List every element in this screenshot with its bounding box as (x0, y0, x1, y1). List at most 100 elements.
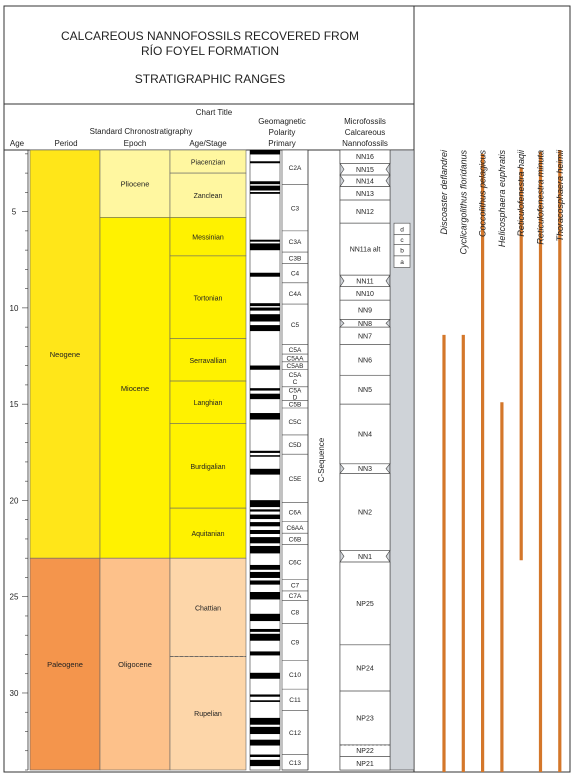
polarity-stripe (250, 628, 280, 632)
geomag-header-2: Polarity (269, 128, 296, 137)
nanno-label-nn4: NN4 (358, 432, 372, 439)
title-line-2: RÍO FOYEL FORMATION (141, 43, 279, 58)
nanno-label-nn3: NN3 (358, 466, 372, 473)
nanno-label-nn6: NN6 (358, 357, 372, 364)
nanno-label-np21: NP21 (356, 761, 374, 768)
stage-label-aquitanian: Aquitanian (191, 531, 224, 538)
epoch-header: Epoch (124, 139, 147, 148)
chron-label-c5d: C5D (288, 442, 301, 449)
epoch-oligocene (99, 557, 171, 771)
taxon-label-discoaster-deflandrei: Discoaster deflandrei (439, 149, 449, 235)
chron-label-c7: C7 (291, 583, 300, 590)
nanno-label-nn9: NN9 (358, 307, 372, 314)
title-line-1: CALCAREOUS NANNOFOSSILS RECOVERED FROM (61, 29, 359, 43)
polarity-stripe (250, 161, 280, 164)
chron-label-c3: C3 (291, 205, 300, 212)
nanno-label-nn11: NN11 (356, 278, 373, 285)
polarity-stripe (250, 672, 280, 679)
epoch-label-miocene: Miocene (121, 384, 149, 393)
chron-label-c5b: C5B (289, 402, 302, 409)
age-tick-label-25: 25 (10, 593, 19, 602)
stage-label-zanclean: Zanclean (194, 193, 223, 200)
nanno-label-nn2: NN2 (358, 509, 372, 516)
polarity-stripe (250, 759, 280, 767)
polarity-stripe (250, 545, 280, 554)
chron-label-c5aa: C5AA (287, 355, 305, 362)
nanno-label-nn12: NN12 (356, 209, 374, 216)
polarity-stripe (250, 571, 280, 578)
polarity-stripe (250, 307, 280, 311)
nanno-zone-nn4 (339, 403, 391, 465)
epoch-column: Pliocene Miocene Oligocene (99, 149, 171, 771)
chron-label-c5: C5 (291, 322, 300, 329)
polarity-stripe (250, 700, 280, 702)
polarity-stripe (250, 580, 280, 585)
age-tick-label-5: 5 (12, 208, 17, 217)
taxon-label-reticulofenestra-haqii: Reticulofenestra haqii (516, 149, 526, 237)
stage-tortonian (169, 255, 247, 339)
stage-label-piacenzian: Piacenzian (191, 160, 225, 167)
chron-label-c8: C8 (291, 610, 300, 617)
chron-label-c5a: C5A (289, 347, 302, 354)
polarity-stripe (250, 717, 280, 725)
polarity-stripe (250, 181, 280, 185)
nanno-zone-np21 (339, 756, 391, 771)
standard-chrono-header: Standard Chronostratigraphy (90, 127, 193, 136)
subzone-label-c: c (400, 237, 404, 244)
epoch-label-oligocene: Oligocene (118, 660, 152, 669)
polarity-stripe (250, 413, 280, 420)
polarity-stripe (250, 303, 280, 307)
polarity-stripe (250, 468, 280, 475)
chron-label-c2a: C2A (289, 165, 302, 172)
nanno-zone-np23 (339, 690, 391, 746)
polarity-stripe (250, 192, 280, 194)
stage-label-burdigalian: Burdigalian (190, 464, 225, 471)
polarity-stripe (250, 388, 280, 391)
chron-label-c6b: C6B (289, 536, 302, 543)
age-axis: 5 10 15 20 25 30 (10, 150, 29, 771)
taxon-label-helicosphaera-euphratis: Helicosphaera euphratis (497, 150, 507, 248)
polarity-stripe (250, 243, 280, 251)
stage-label-langhian: Langhian (194, 400, 223, 407)
nanno-label-nn11a-alt: NN11a alt (350, 247, 381, 254)
polarity-column (249, 149, 281, 771)
polarity-stripe (250, 509, 280, 512)
subzone-label-a: a (400, 259, 404, 266)
epoch-pliocene (99, 149, 171, 218)
chron-label-c13: C13 (289, 760, 301, 767)
nanno-zone-np25 (339, 561, 391, 646)
polarity-stripe (250, 739, 280, 746)
stage-serravallian (169, 338, 247, 382)
micro-header-3: Nannofossils (342, 139, 388, 148)
nanno-zone-nn6 (339, 344, 391, 376)
polarity-stripe (250, 537, 280, 544)
polarity-stripe (250, 529, 280, 534)
epoch-label-pliocene: Pliocene (121, 180, 150, 189)
chron-label-c5e: C5E (289, 476, 302, 483)
taxa-ranges: Discoaster deflandrei Cyclicargolithus fl… (439, 149, 565, 772)
stage-label-tortonian: Tortonian (194, 295, 223, 302)
chron-label-c4: C4 (291, 271, 300, 278)
geomag-header-1: Geomagnetic (258, 117, 306, 126)
age-header: Age (10, 139, 25, 148)
chart-title-label: Chart Title (196, 108, 233, 117)
age-tick-label-30: 30 (10, 689, 19, 698)
nannofossil-zone-column: NN16 NN15 NN14 NN13 NN12 NN11a alt NN11 NN10 NN9… (339, 149, 415, 771)
chron-label-c3b: C3B (289, 255, 302, 262)
nanno-label-nn7: NN7 (358, 333, 372, 340)
polarity-stripe (250, 564, 280, 570)
age-tick-label-15: 15 (10, 400, 19, 409)
polarity-stripe (250, 150, 280, 155)
polarity-stripe (250, 522, 280, 527)
polarity-stripe (250, 325, 280, 332)
stage-label-chattian: Chattian (195, 605, 221, 612)
micro-header-1: Microfossils (344, 117, 386, 126)
nanno-label-np23: NP23 (356, 716, 374, 723)
stage-label-messinian: Messinian (192, 235, 224, 242)
polarity-stripe (250, 694, 280, 697)
nanno-label-np25: NP25 (356, 601, 374, 608)
polarity-stripe (250, 450, 280, 453)
nanno-label-nn13: NN13 (356, 191, 374, 198)
stage-messinian (169, 217, 247, 257)
